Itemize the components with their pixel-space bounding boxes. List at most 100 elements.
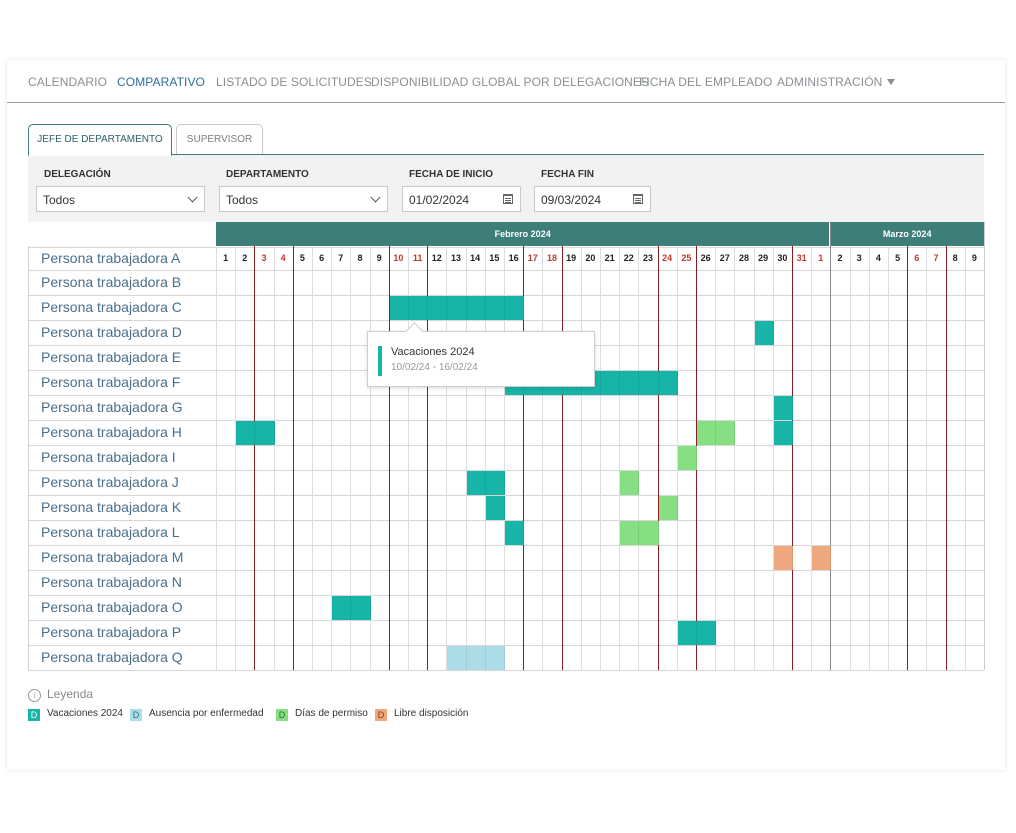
delegacion-label: DELEGACIÓN: [44, 169, 111, 180]
employee-name[interactable]: Persona trabajadora I: [41, 449, 176, 465]
absence-cell-vacaciones[interactable]: [505, 296, 525, 320]
grid-column-line: [408, 246, 409, 670]
tooltip-color-marker: [378, 346, 382, 376]
absence-cell-vacaciones[interactable]: [466, 296, 486, 320]
day-number: 12: [431, 253, 442, 263]
legend-item-vacaciones: D Vacaciones 2024: [28, 708, 123, 721]
nav-listado-solicitudes[interactable]: LISTADO DE SOLICITUDES: [216, 75, 373, 89]
absence-cell-vacaciones[interactable]: [409, 296, 429, 320]
absence-cell-vacaciones[interactable]: [773, 421, 793, 445]
weekend-separator: [292, 246, 294, 670]
absence-cell-vacaciones[interactable]: [639, 371, 659, 395]
absence-cell-vacaciones[interactable]: [697, 621, 717, 645]
day-number: 1: [818, 253, 824, 263]
absence-cell-permiso[interactable]: [677, 446, 697, 470]
employee-name[interactable]: Persona trabajadora E: [41, 349, 182, 365]
absence-cell-vacaciones[interactable]: [351, 596, 371, 620]
absence-cell-permiso[interactable]: [697, 421, 717, 445]
grid-column-line: [868, 246, 870, 670]
tab-supervisor[interactable]: SUPERVISOR: [176, 124, 263, 155]
delegacion-select[interactable]: Todos: [36, 186, 205, 212]
employee-name[interactable]: Persona trabajadora F: [41, 374, 181, 390]
day-number: 3: [856, 253, 862, 263]
grid-row-line: [28, 247, 984, 248]
absence-cell-enfermedad[interactable]: [466, 646, 486, 670]
day-number: 2: [242, 253, 248, 263]
fecha-fin-label: FECHA FIN: [541, 169, 594, 180]
absence-cell-vacaciones[interactable]: [620, 371, 640, 395]
grid-row-line: [28, 645, 984, 646]
absence-cell-permiso[interactable]: [639, 521, 659, 545]
absence-cell-vacaciones[interactable]: [255, 421, 275, 445]
departamento-select[interactable]: Todos: [219, 186, 388, 212]
nav-comparativo[interactable]: COMPARATIVO: [117, 75, 205, 89]
fecha-fin-input[interactable]: 09/03/2024: [534, 186, 651, 212]
employee-name[interactable]: Persona trabajadora C: [41, 299, 182, 315]
employee-name[interactable]: Persona trabajadora N: [41, 574, 182, 590]
employee-name[interactable]: Persona trabajadora D: [41, 324, 182, 340]
weekend-separator: [657, 246, 659, 670]
fecha-inicio-input[interactable]: 01/02/2024: [402, 186, 521, 212]
employee-name[interactable]: Persona trabajadora Q: [41, 649, 183, 665]
day-number: 2: [837, 253, 843, 263]
absence-cell-vacaciones[interactable]: [485, 471, 505, 495]
day-number: 17: [527, 253, 538, 263]
day-number: 24: [662, 253, 673, 263]
day-number: 8: [357, 253, 363, 263]
nav-calendario[interactable]: CALENDARIO: [28, 75, 108, 89]
absence-cell-vacaciones[interactable]: [389, 296, 409, 320]
grid-column-line: [734, 246, 736, 670]
employee-name[interactable]: Persona trabajadora P: [41, 624, 182, 640]
calendar-icon[interactable]: [633, 194, 643, 204]
grid-column-line: [772, 246, 774, 670]
legend-swatch: D: [276, 709, 288, 721]
employee-name[interactable]: Persona trabajadora M: [41, 549, 184, 565]
absence-cell-vacaciones[interactable]: [236, 421, 256, 445]
nav-administracion[interactable]: ADMINISTRACIÓN: [777, 75, 896, 89]
absence-cell-permiso[interactable]: [620, 471, 640, 495]
absence-cell-libre[interactable]: [812, 546, 832, 570]
employee-name[interactable]: Persona trabajadora B: [41, 274, 182, 290]
day-number: 23: [642, 253, 653, 263]
absence-cell-vacaciones[interactable]: [332, 596, 352, 620]
day-number: 1: [223, 253, 229, 263]
tab-jefe-departamento[interactable]: JEFE DE DEPARTAMENTO: [28, 124, 172, 156]
absence-cell-vacaciones[interactable]: [466, 471, 486, 495]
nav-ficha-empleado[interactable]: FICHA DEL EMPLEADO: [639, 75, 773, 89]
employee-name[interactable]: Persona trabajadora A: [41, 250, 181, 266]
absence-cell-vacaciones[interactable]: [485, 496, 505, 520]
absence-cell-vacaciones[interactable]: [447, 296, 467, 320]
absence-cell-vacaciones[interactable]: [658, 371, 678, 395]
employee-name[interactable]: Persona trabajadora K: [41, 499, 182, 515]
absence-cell-enfermedad[interactable]: [485, 646, 505, 670]
day-number: 29: [758, 253, 769, 263]
grid-row-line: [28, 570, 984, 571]
employee-name[interactable]: Persona trabajadora L: [41, 524, 180, 540]
absence-cell-vacaciones[interactable]: [505, 521, 525, 545]
employee-name[interactable]: Persona trabajadora J: [41, 474, 179, 490]
absence-cell-enfermedad[interactable]: [447, 646, 467, 670]
absence-cell-vacaciones[interactable]: [677, 621, 697, 645]
absence-cell-vacaciones[interactable]: [485, 296, 505, 320]
grid-column-line: [312, 246, 313, 670]
grid-column-line: [504, 246, 505, 670]
grid-row-line: [28, 395, 984, 396]
absence-cell-libre[interactable]: [773, 546, 793, 570]
absence-cell-permiso[interactable]: [716, 421, 736, 445]
calendar-icon[interactable]: [503, 194, 513, 204]
grid-row-line: [28, 270, 984, 271]
absence-cell-vacaciones[interactable]: [773, 396, 793, 420]
employee-name[interactable]: Persona trabajadora G: [41, 399, 183, 415]
employee-name[interactable]: Persona trabajadora O: [41, 599, 183, 615]
employee-name[interactable]: Persona trabajadora H: [41, 424, 182, 440]
grid-column-line: [446, 246, 448, 670]
absence-cell-permiso[interactable]: [658, 496, 678, 520]
absence-cell-permiso[interactable]: [620, 521, 640, 545]
day-number: 9: [971, 253, 977, 263]
grid-right-border: [984, 222, 985, 670]
nav-disponibilidad-global[interactable]: DISPONIBILIDAD GLOBAL POR DELEGACIONES: [371, 75, 650, 89]
grid-row-line: [28, 420, 984, 421]
absence-cell-vacaciones[interactable]: [428, 296, 448, 320]
absence-cell-vacaciones[interactable]: [601, 371, 621, 395]
absence-cell-vacaciones[interactable]: [754, 321, 774, 345]
